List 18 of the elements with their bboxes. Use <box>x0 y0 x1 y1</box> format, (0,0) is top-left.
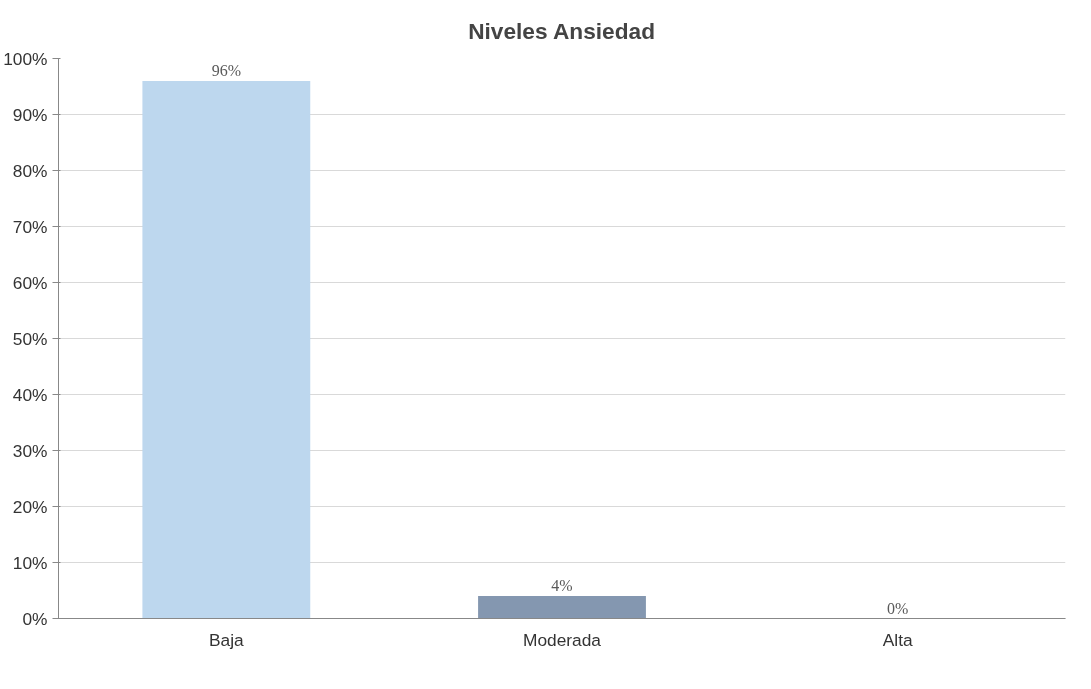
y-tick-label: 100% <box>3 48 48 69</box>
x-tick-label: Moderada <box>522 629 602 650</box>
y-tick-label: 40% <box>12 384 48 405</box>
x-tick-label: Alta <box>882 629 913 650</box>
y-tick-label: 80% <box>12 160 48 181</box>
y-tick-label: 90% <box>12 104 48 125</box>
y-tick-label: 70% <box>12 216 48 237</box>
y-tick-label: 10% <box>12 552 48 573</box>
y-tick-label: 30% <box>12 440 48 461</box>
y-tick-label: 60% <box>12 272 48 293</box>
x-tick-label: Baja <box>208 629 245 650</box>
chart-title: Niveles Ansiedad <box>468 17 655 44</box>
data-label: 0% <box>887 599 909 617</box>
y-tick-label: 50% <box>12 328 48 349</box>
data-label: 4% <box>551 577 573 595</box>
y-tick-label: 20% <box>12 496 48 517</box>
data-label: 96% <box>211 61 241 79</box>
y-tick-label: 0% <box>22 608 48 629</box>
